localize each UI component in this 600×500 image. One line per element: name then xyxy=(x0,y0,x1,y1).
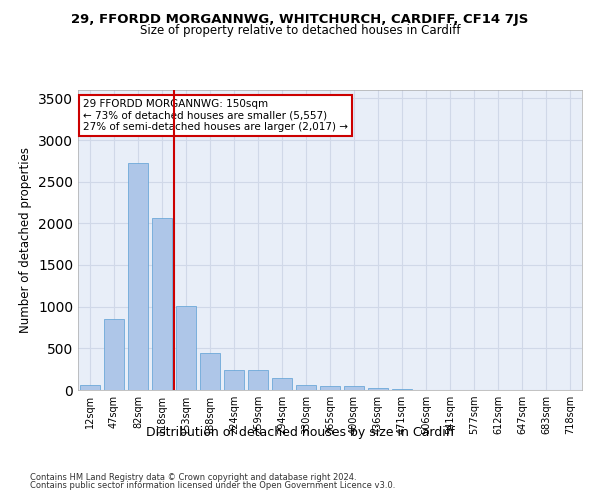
Bar xyxy=(128,164,148,390)
Bar xyxy=(344,386,364,390)
Bar xyxy=(200,352,220,390)
Text: Size of property relative to detached houses in Cardiff: Size of property relative to detached ho… xyxy=(140,24,460,37)
Bar xyxy=(368,388,388,390)
Text: Contains public sector information licensed under the Open Government Licence v3: Contains public sector information licen… xyxy=(30,482,395,490)
Bar xyxy=(296,384,316,390)
Text: 29 FFORDD MORGANNWG: 150sqm
← 73% of detached houses are smaller (5,557)
27% of : 29 FFORDD MORGANNWG: 150sqm ← 73% of det… xyxy=(83,99,348,132)
Bar xyxy=(224,370,244,390)
Bar xyxy=(80,385,100,390)
Bar xyxy=(248,370,268,390)
Bar xyxy=(104,319,124,390)
Text: 29, FFORDD MORGANNWG, WHITCHURCH, CARDIFF, CF14 7JS: 29, FFORDD MORGANNWG, WHITCHURCH, CARDIF… xyxy=(71,12,529,26)
Bar xyxy=(176,306,196,390)
Text: Contains HM Land Registry data © Crown copyright and database right 2024.: Contains HM Land Registry data © Crown c… xyxy=(30,472,356,482)
Y-axis label: Number of detached properties: Number of detached properties xyxy=(19,147,32,333)
Bar xyxy=(392,389,412,390)
Bar xyxy=(152,218,172,390)
Bar xyxy=(272,378,292,390)
Text: Distribution of detached houses by size in Cardiff: Distribution of detached houses by size … xyxy=(146,426,454,439)
Bar xyxy=(320,386,340,390)
